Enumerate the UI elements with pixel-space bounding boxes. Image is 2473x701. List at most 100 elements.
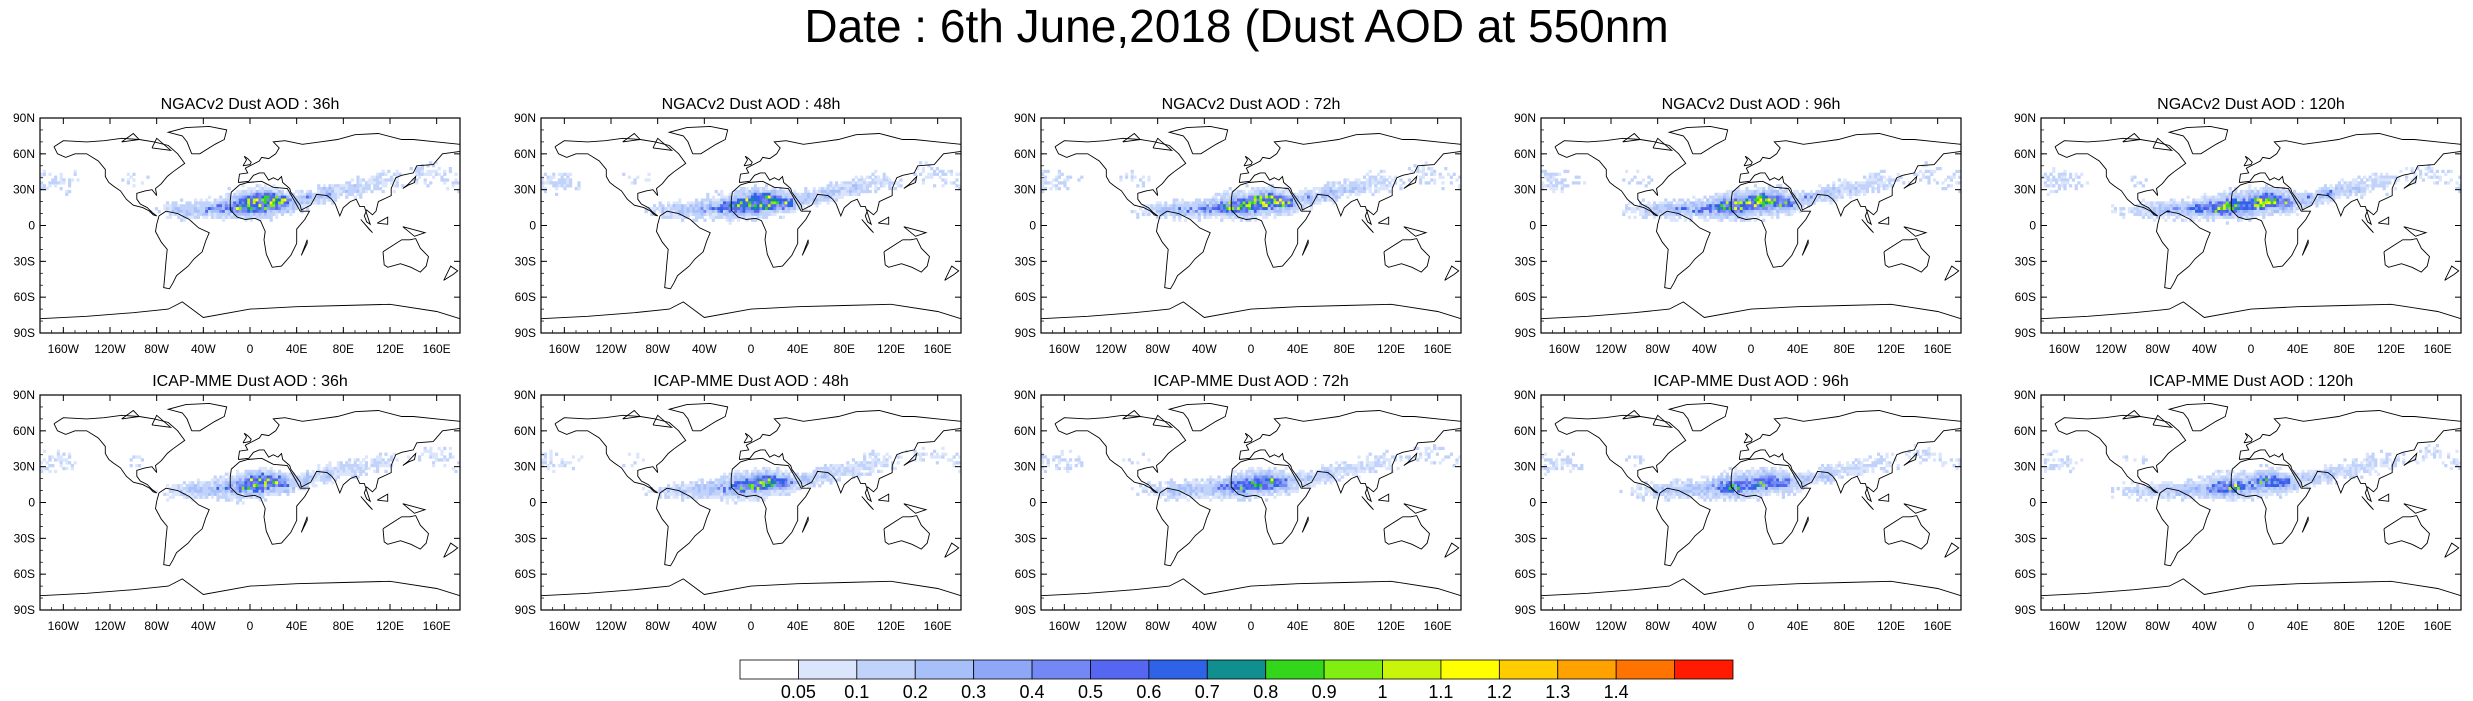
- aod-cell: [874, 189, 878, 194]
- aod-cell: [888, 187, 892, 191]
- aod-cell: [2220, 192, 2224, 197]
- aod-cell: [829, 184, 833, 188]
- aod-cell: [1700, 212, 1704, 217]
- aod-cell: [1947, 184, 1951, 188]
- aod-cell: [1675, 212, 1679, 217]
- aod-cell: [384, 452, 388, 456]
- aod-cell: [2043, 175, 2047, 179]
- aod-cell: [126, 181, 130, 185]
- aod-cell: [2136, 212, 2140, 217]
- aod-cell: [1136, 184, 1140, 188]
- aod-cell: [210, 215, 214, 219]
- aod-cell: [1231, 207, 1235, 211]
- aod-cell: [849, 192, 853, 197]
- coastline: [2361, 219, 2374, 234]
- aod-cell: [860, 187, 864, 191]
- aod-cell: [1259, 201, 1263, 205]
- aod-cell: [762, 187, 766, 191]
- aod-cell: [2057, 175, 2061, 179]
- coastline: [861, 219, 874, 234]
- aod-cell: [1169, 204, 1173, 208]
- aod-cell: [1717, 204, 1721, 208]
- aod-cell: [1787, 195, 1791, 199]
- aod-cell: [1335, 192, 1339, 197]
- aod-cell: [294, 189, 298, 194]
- aod-cell: [1849, 195, 1853, 199]
- aod-cell: [1759, 187, 1763, 191]
- aod-cell: [2192, 198, 2196, 202]
- aod-cell: [1728, 195, 1732, 199]
- aod-cell: [241, 204, 245, 208]
- aod-cell: [1225, 210, 1229, 214]
- aod-cell: [2357, 187, 2361, 191]
- aod-cell: [1332, 181, 1336, 185]
- coastline: [402, 503, 427, 514]
- aod-cell: [2318, 195, 2322, 199]
- aod-cell: [829, 189, 833, 194]
- aod-cell: [1689, 212, 1693, 217]
- aod-cell: [266, 207, 270, 211]
- aod-cell: [381, 464, 385, 468]
- aod-cell: [2242, 192, 2246, 197]
- aod-cell: [1141, 210, 1145, 214]
- aod-cell: [1658, 201, 1662, 205]
- coastline: [155, 210, 210, 290]
- aod-cell: [1251, 187, 1255, 191]
- aod-cell: [1919, 169, 1923, 174]
- aod-cell: [1681, 201, 1685, 205]
- aod-cell: [709, 204, 713, 208]
- aod-cell: [1793, 207, 1797, 211]
- aod-cell: [1363, 175, 1367, 179]
- aod-cell: [132, 178, 136, 182]
- aod-cell: [205, 207, 209, 211]
- aod-cell: [255, 207, 259, 211]
- aod-cell: [1823, 198, 1827, 202]
- aod-cell: [1748, 192, 1752, 197]
- aod-cell: [1711, 195, 1715, 199]
- aod-cell: [322, 189, 326, 194]
- aod-cell: [2200, 207, 2204, 211]
- aod-cell: [1304, 201, 1308, 205]
- aod-cell: [272, 201, 276, 205]
- aod-cell: [1846, 192, 1850, 197]
- aod-cell: [168, 210, 172, 214]
- aod-cell: [1835, 189, 1839, 194]
- coastline: [1652, 137, 1674, 151]
- aod-cell: [168, 487, 172, 491]
- aod-cell: [2214, 215, 2218, 219]
- aod-cell: [306, 472, 310, 476]
- aod-cell: [2265, 192, 2269, 197]
- aod-cell: [1647, 201, 1651, 205]
- aod-cell: [2354, 189, 2358, 194]
- aod-cell: [2248, 215, 2252, 219]
- aod-cell: [661, 210, 665, 214]
- aod-cell: [1321, 198, 1325, 202]
- aod-cell: [711, 210, 715, 214]
- aod-cell: [378, 178, 382, 182]
- aod-cell: [541, 175, 545, 179]
- aod-cell: [370, 464, 374, 468]
- aod-cell: [1658, 207, 1662, 211]
- aod-cell: [250, 478, 254, 482]
- aod-cell: [2337, 195, 2341, 199]
- aod-cell: [2136, 207, 2140, 211]
- aod-cell: [2262, 207, 2266, 211]
- aod-cell: [356, 189, 360, 194]
- aod-cell: [1767, 187, 1771, 191]
- aod-cell: [854, 187, 858, 191]
- aod-cell: [1868, 181, 1872, 185]
- aod-cell: [846, 192, 850, 197]
- aod-cell: [2239, 204, 2243, 208]
- aod-cell: [2153, 212, 2157, 217]
- aod-cell: [1262, 212, 1266, 217]
- aod-cell: [2119, 210, 2123, 214]
- aod-cell: [2197, 218, 2201, 222]
- aod-cell: [227, 478, 231, 482]
- aod-cell: [1245, 192, 1249, 197]
- aod-cell: [311, 484, 315, 488]
- aod-cell: [278, 475, 282, 479]
- aod-cell: [2220, 215, 2224, 219]
- aod-cell: [59, 181, 63, 185]
- aod-cell: [224, 472, 228, 476]
- aod-cell: [683, 210, 687, 214]
